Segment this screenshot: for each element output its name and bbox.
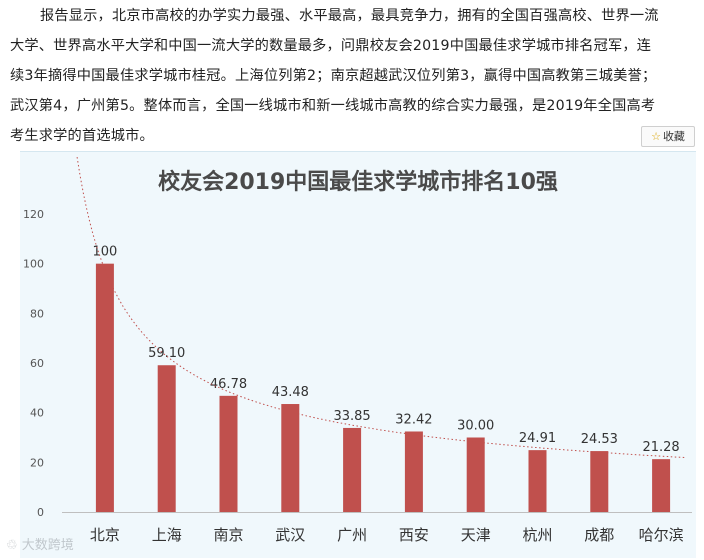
y-tick-label: 100: [23, 258, 44, 271]
x-tick-label: 上海: [152, 526, 182, 544]
bar: [528, 450, 547, 512]
x-tick-label: 西安: [399, 526, 429, 544]
favorite-button[interactable]: ☆ 收藏: [641, 126, 695, 147]
article-line: 报告显示，北京市高校的办学实力最强、水平最高，最具竞争力，拥有的全国百强高校、世…: [40, 8, 659, 24]
bar: [652, 459, 671, 512]
watermark: ♲ 大数跨境: [6, 534, 74, 553]
x-tick-label: 武汉: [275, 526, 305, 544]
bar: [95, 263, 114, 512]
article-line: 大学、世界高水平大学和中国一流大学的数量最多，问鼎校友会2019中国最佳求学城市…: [10, 38, 652, 54]
x-tick-label: 天津: [461, 526, 491, 544]
x-tick-label: 广州: [337, 526, 367, 544]
data-label: 24.53: [581, 432, 618, 447]
data-label: 100: [92, 245, 117, 260]
bar: [343, 427, 362, 512]
x-tick-label: 成都: [584, 526, 614, 544]
data-label: 30.00: [457, 419, 494, 434]
watermark-text: 大数跨境: [21, 538, 74, 553]
data-label: 21.28: [642, 440, 679, 455]
x-tick-label: 南京: [213, 526, 243, 544]
chart-panel: 校友会2019中国最佳求学城市排名10强 0 20 40 60 80 100 120 100 北京…: [20, 151, 696, 558]
y-tick-label: 20: [30, 456, 44, 469]
x-tick-label: 哈尔滨: [639, 526, 684, 544]
data-label: 33.85: [333, 409, 370, 424]
y-tick-label: 80: [30, 307, 44, 320]
article-line: 考生求学的首选城市。: [10, 128, 154, 144]
bar: [590, 451, 609, 512]
y-tick-label: 0: [37, 506, 44, 519]
bar: [404, 431, 423, 512]
watermark-logo-icon: ♲: [6, 538, 22, 553]
star-icon: ☆: [651, 130, 661, 143]
data-label: 59.10: [148, 346, 185, 361]
favorite-label: 收藏: [662, 130, 685, 143]
bar: [281, 404, 300, 512]
trendline: [76, 157, 686, 459]
article-line: 续3年摘得中国最佳求学城市桂冠。上海位列第2；南京超越武汉位列第3，赢得中国高教…: [10, 68, 657, 84]
data-label: 32.42: [395, 412, 432, 427]
x-tick-label: 杭州: [522, 526, 552, 544]
data-label: 24.91: [519, 431, 556, 446]
article-text: 报告显示，北京市高校的办学实力最强、水平最高，最具竞争力，拥有的全国百强高校、世…: [0, 0, 704, 151]
bar: [219, 395, 238, 512]
x-tick-label: 北京: [90, 526, 120, 544]
y-tick-label: 120: [23, 208, 44, 221]
bar-chart: 校友会2019中国最佳求学城市排名10强 0 20 40 60 80 100 120 100 北京…: [23, 157, 692, 544]
bar: [466, 437, 485, 512]
data-label: 43.48: [272, 385, 309, 400]
y-tick-label: 40: [30, 407, 44, 420]
data-label: 46.78: [210, 377, 247, 392]
bar: [157, 365, 176, 512]
y-tick-label: 60: [30, 357, 44, 370]
chart-title: 校友会2019中国最佳求学城市排名10强: [158, 169, 558, 195]
article-line: 武汉第4，广州第5。整体而言，全国一线城市和新一线城市高教的综合实力最强，是20…: [10, 98, 656, 114]
